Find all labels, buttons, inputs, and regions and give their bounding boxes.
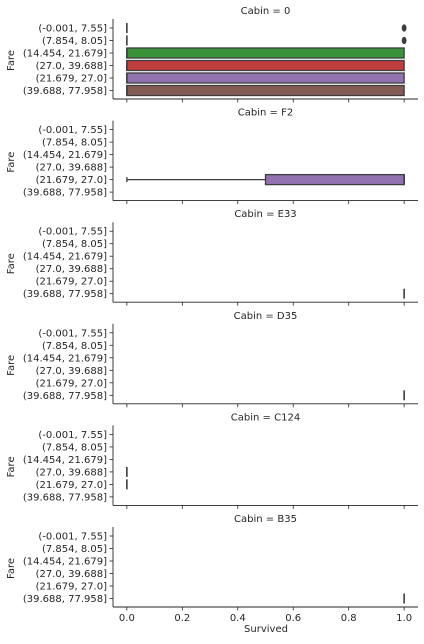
y-tick-label: (-0.001, 7.55]	[38, 24, 107, 35]
box	[264, 173, 405, 186]
y-tick-label: (39.688, 77.958]	[23, 492, 107, 503]
y-tick-label: (27.0, 39.688]	[36, 163, 108, 174]
x-tick-label: 0.4	[230, 613, 246, 624]
y-tick-label: (14.454, 21.679]	[23, 252, 107, 263]
y-tick-label: (39.688, 77.958]	[23, 289, 107, 300]
y-tick-label: (21.679, 27.0]	[36, 277, 108, 288]
y-tick-label: (39.688, 77.958]	[23, 594, 107, 605]
y-axis-label: Fare	[6, 558, 17, 579]
y-tick-label: (7.854, 8.05]	[42, 239, 107, 250]
y-axis-label: Fare	[6, 253, 17, 274]
box	[126, 72, 405, 84]
y-tick-label: (27.0, 39.688]	[36, 569, 108, 580]
y-tick-label: (27.0, 39.688]	[36, 264, 108, 275]
y-tick-label: (39.688, 77.958]	[23, 391, 107, 402]
facet-title: Cabin = D35	[234, 311, 298, 322]
y-axis-label: Fare	[6, 456, 17, 477]
x-tick-label: 0.2	[174, 613, 190, 624]
outlier-point	[401, 24, 407, 32]
x-tick-label: 0.6	[285, 613, 301, 624]
y-tick-label: (21.679, 27.0]	[36, 480, 108, 491]
outlier-point	[401, 36, 407, 45]
x-tick-label: 1.0	[396, 613, 412, 624]
facet-title: Cabin = E33	[234, 209, 296, 220]
y-axis-label: Fare	[6, 50, 17, 71]
x-tick-label: 0.8	[341, 613, 357, 624]
y-tick-label: (7.854, 8.05]	[42, 442, 107, 453]
y-tick-label: (7.854, 8.05]	[42, 36, 107, 47]
y-axis-label: Fare	[6, 152, 17, 173]
y-tick-label: (-0.001, 7.55]	[38, 532, 107, 543]
y-tick-label: (39.688, 77.958]	[23, 86, 107, 97]
y-tick-label: (14.454, 21.679]	[23, 49, 107, 60]
y-tick-label: (27.0, 39.688]	[36, 366, 108, 377]
y-tick-label: (27.0, 39.688]	[36, 467, 108, 478]
facet-title: Cabin = 0	[241, 6, 291, 17]
y-tick-label: (-0.001, 7.55]	[38, 328, 107, 339]
box	[126, 47, 405, 59]
y-tick-label: (-0.001, 7.55]	[38, 430, 107, 441]
y-tick-label: (21.679, 27.0]	[36, 582, 108, 593]
box	[126, 84, 405, 97]
x-axis-label: Survived	[244, 624, 288, 635]
y-tick-label: (21.679, 27.0]	[36, 175, 108, 186]
y-tick-label: (14.454, 21.679]	[23, 557, 107, 568]
y-tick-label: (7.854, 8.05]	[42, 544, 107, 555]
box	[126, 59, 405, 72]
facet-title: Cabin = F2	[238, 108, 293, 119]
y-tick-label: (14.454, 21.679]	[23, 353, 107, 364]
y-tick-label: (-0.001, 7.55]	[38, 227, 107, 238]
y-tick-label: (27.0, 39.688]	[36, 61, 108, 72]
x-tick-label: 0.0	[119, 613, 135, 624]
facet-title: Cabin = B35	[234, 514, 297, 525]
y-tick-label: (21.679, 27.0]	[36, 74, 108, 85]
facet-title: Cabin = C124	[231, 412, 300, 423]
y-tick-label: (14.454, 21.679]	[23, 150, 107, 161]
y-tick-label: (7.854, 8.05]	[42, 341, 107, 352]
y-tick-label: (39.688, 77.958]	[23, 188, 107, 199]
y-axis-label: Fare	[6, 355, 17, 376]
y-tick-label: (7.854, 8.05]	[42, 138, 107, 149]
y-tick-label: (-0.001, 7.55]	[38, 125, 107, 136]
y-tick-label: (21.679, 27.0]	[36, 378, 108, 389]
y-tick-label: (14.454, 21.679]	[23, 455, 107, 466]
